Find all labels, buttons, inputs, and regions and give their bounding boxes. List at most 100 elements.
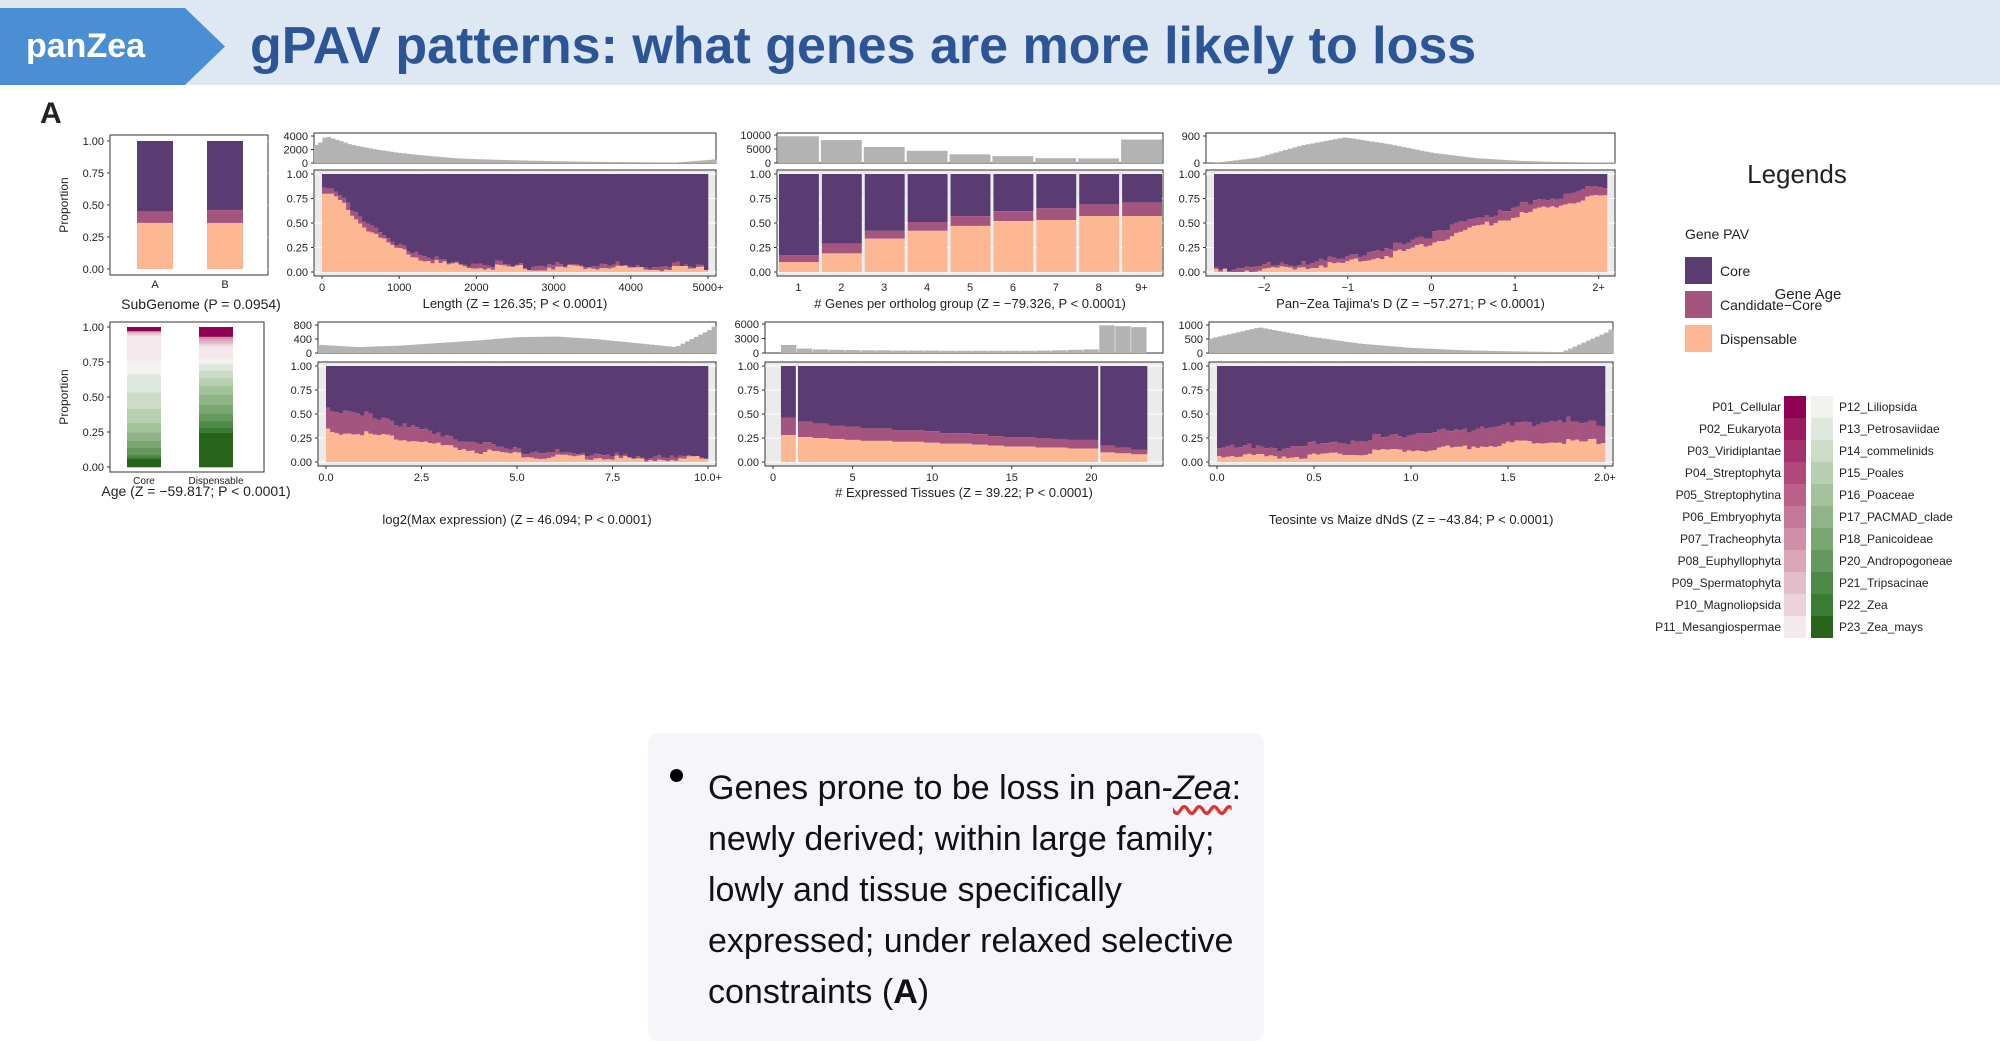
- length-dispensable-bar: [422, 261, 427, 272]
- dnds-core-bar: [1350, 366, 1356, 441]
- length-core-bar: [667, 174, 673, 268]
- expression-core-bar: [355, 366, 361, 414]
- expression-hist-bar: [415, 344, 421, 353]
- dnds-core-bar: [1277, 366, 1282, 452]
- length-hist-bar: [640, 162, 646, 163]
- expression-dispensable-bar: [508, 453, 514, 462]
- expression-core-bar: [601, 366, 607, 456]
- expression-ytick: 1.00: [291, 361, 312, 373]
- length-dispensable-bar: [458, 264, 464, 272]
- tajima-xtick: 0: [1428, 282, 1434, 294]
- expression-hist-bar: [494, 338, 500, 353]
- length-candidate-bar: [571, 264, 576, 266]
- age-segment: [127, 335, 161, 361]
- dnds-candidate-bar: [1527, 422, 1533, 442]
- tissues-candidate-bar: [812, 423, 830, 438]
- expression-candidate-bar: [504, 448, 509, 453]
- dnds-core-bar: [1548, 366, 1554, 421]
- tajima-dispensable-bar: [1585, 196, 1590, 272]
- dnds-hist-bar: [1249, 329, 1255, 353]
- tissues-hist-bar: [844, 350, 861, 353]
- expression-candidate-bar: [661, 457, 666, 461]
- tajima-core-bar: [1318, 174, 1324, 259]
- tajima-hist-bar: [1342, 137, 1348, 163]
- tajima-candidate-bar: [1598, 187, 1603, 196]
- length-core-bar: [595, 174, 600, 267]
- length-core-bar: [354, 174, 359, 213]
- dnds-core-bar: [1432, 366, 1438, 433]
- tajima-core-bar: [1231, 174, 1237, 270]
- tajima-dispensable-bar: [1593, 195, 1599, 272]
- length-core-bar: [539, 174, 544, 266]
- length-core-bar: [575, 174, 580, 264]
- dnds-core-bar: [1411, 366, 1416, 435]
- legend-age-label: P16_Poaceae: [1839, 488, 1915, 502]
- length-dispensable-bar: [326, 193, 331, 272]
- expression-candidate-bar: [525, 454, 531, 458]
- tissues-core-bar: [1003, 366, 1021, 438]
- dnds-core-bar: [1553, 366, 1558, 422]
- bullet-text-part1: Genes prone to be loss in pan-: [708, 769, 1173, 807]
- expression-dispensable-bar: [334, 433, 340, 462]
- tajima-hist-bar: [1242, 159, 1248, 163]
- tissues-hist-bar: [971, 350, 988, 353]
- length-core-bar: [531, 174, 536, 267]
- dnds-candidate-bar: [1376, 434, 1382, 451]
- expression-candidate-bar: [393, 425, 399, 440]
- tajima-core-bar: [1489, 174, 1494, 218]
- age-xtick: Core: [133, 476, 155, 487]
- tajima-core-bar: [1218, 174, 1224, 270]
- expression-hist-bar: [318, 344, 323, 353]
- dnds-dispensable-bar: [1264, 456, 1270, 462]
- expression-core-bar: [487, 366, 492, 443]
- expression-candidate-bar: [584, 456, 590, 460]
- expression-candidate-bar: [657, 455, 662, 460]
- length-candidate-bar: [474, 263, 480, 269]
- length-hist-bar: [607, 161, 612, 163]
- length-dispensable-bar: [374, 233, 379, 272]
- dnds-core-bar: [1290, 366, 1295, 447]
- length-core-bar: [394, 174, 399, 245]
- dnds-candidate-bar: [1307, 442, 1313, 455]
- dnds-hist-bar: [1442, 349, 1448, 353]
- dnds-candidate-bar: [1531, 425, 1537, 444]
- length-dispensable-bar: [595, 269, 600, 272]
- tajima-dispensable-bar: [1379, 259, 1385, 272]
- tajima-dispensable-bar: [1449, 236, 1455, 272]
- length-hist-bar: [427, 155, 432, 163]
- age-segment: [127, 447, 161, 455]
- panel-label: A: [40, 100, 62, 130]
- length-candidate-bar: [362, 221, 367, 228]
- age-segment: [127, 333, 161, 336]
- expression-ytick: 0.50: [291, 409, 312, 421]
- expression-core-bar: [521, 366, 526, 454]
- dnds-candidate-bar: [1251, 448, 1257, 456]
- expression-candidate-bar: [559, 452, 564, 455]
- length-hist-bar: [682, 161, 687, 163]
- expression-hist-bar: [446, 342, 451, 353]
- tajima-hist-bar: [1251, 158, 1257, 163]
- ortholog-dispensable-bar: [1036, 220, 1077, 272]
- expression-core-bar: [436, 366, 441, 433]
- expression-core-bar: [576, 366, 581, 455]
- tajima-candidate-bar: [1310, 263, 1315, 269]
- age-xlabel: Age (Z = −59.817; P < 0.0001): [101, 483, 290, 499]
- expression-hist-bar: [335, 345, 341, 353]
- tajima-core-bar: [1323, 174, 1328, 261]
- legend-age-label: P13_Petrosaviidae: [1839, 422, 1940, 436]
- dnds-dispensable-bar: [1488, 446, 1494, 462]
- expression-candidate-bar: [542, 453, 548, 459]
- dnds-core-bar: [1523, 366, 1528, 422]
- dnds-hist-bar: [1370, 344, 1376, 353]
- expression-core-bar: [686, 366, 692, 456]
- tajima-hist-bar: [1415, 149, 1420, 163]
- dnds-hist-bar: [1231, 333, 1237, 353]
- tajima-hist-bar: [1524, 161, 1529, 163]
- tissues-ytick: 0.75: [738, 385, 759, 397]
- ortholog-ytick: 0.25: [750, 243, 771, 255]
- expression-hist-bar: [348, 346, 354, 353]
- tajima-candidate-bar: [1340, 258, 1346, 264]
- legend-age-label: P14_commelinids: [1839, 444, 1934, 458]
- expression-candidate-bar: [419, 429, 424, 443]
- length-candidate-bar: [374, 227, 379, 234]
